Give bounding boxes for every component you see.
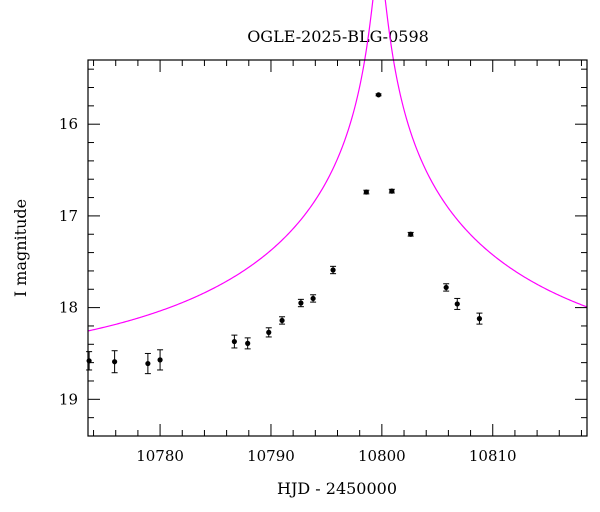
data-point	[231, 338, 237, 345]
data-point	[408, 231, 414, 237]
data-point	[266, 329, 272, 335]
data-point	[363, 189, 369, 195]
data-point	[310, 295, 316, 302]
data-point	[145, 360, 151, 367]
data-point	[476, 316, 483, 322]
y-axis-label: I magnitude	[11, 199, 30, 297]
x-tick-label: 10780	[136, 447, 184, 465]
y-tick-label: 18	[59, 299, 78, 317]
data-point	[330, 267, 336, 273]
data-points-layer	[86, 92, 483, 375]
x-axis-label: HJD - 2450000	[277, 479, 397, 498]
y-tick-label: 19	[59, 390, 78, 408]
chart-title: OGLE-2025-BLG-0598	[247, 27, 429, 46]
data-point	[245, 340, 251, 346]
plot-frame	[87, 59, 588, 437]
data-point	[112, 359, 118, 365]
y-tick-label: 17	[59, 207, 78, 225]
data-point	[389, 188, 395, 194]
data-point	[298, 300, 304, 306]
y-tick-label: 16	[59, 115, 78, 133]
data-point	[375, 92, 382, 98]
model-curve-layer	[87, 0, 588, 332]
axis-ticks-layer: 10780 10790 10800 10810 16 17 18 19	[59, 60, 587, 465]
x-tick-label: 10790	[247, 447, 295, 465]
data-point	[443, 284, 449, 291]
data-point	[454, 301, 460, 307]
data-point	[157, 357, 163, 363]
x-tick-label: 10800	[358, 447, 406, 465]
data-point	[279, 317, 285, 324]
x-tick-label: 10810	[469, 447, 517, 465]
model-curve	[87, 0, 588, 332]
